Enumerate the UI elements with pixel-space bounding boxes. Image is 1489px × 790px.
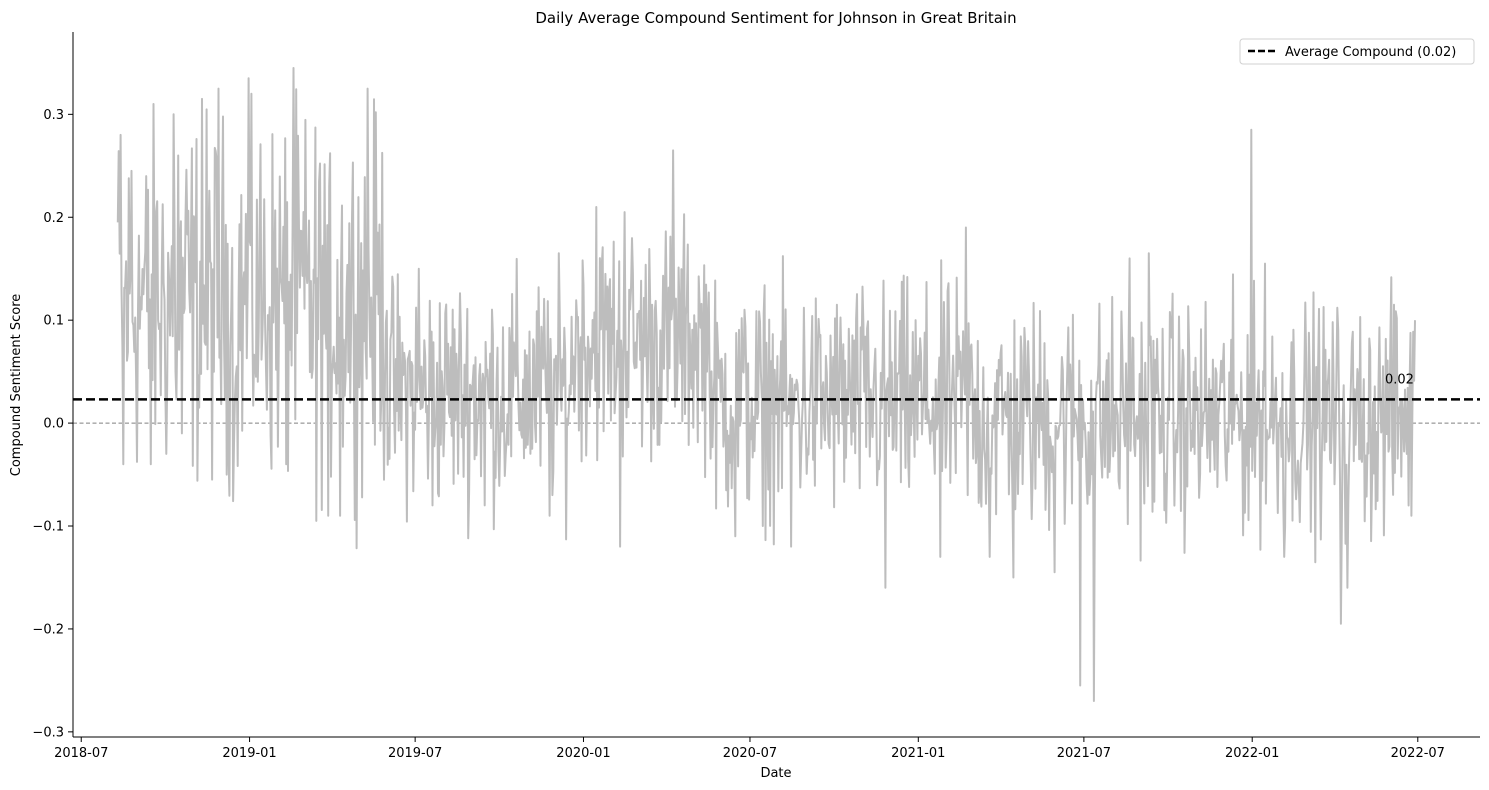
y-axis-ticks: −0.3 −0.2 −0.1 0.0 0.1 0.2 0.3 (32, 108, 73, 740)
x-tick-label: 2020-01 (556, 746, 610, 761)
y-tick-label: 0.0 (43, 417, 64, 432)
y-tick-label: −0.3 (32, 725, 64, 740)
x-tick-label: 2019-07 (388, 746, 442, 761)
sentiment-series-line (116, 67, 1416, 702)
y-tick-label: −0.1 (32, 520, 64, 535)
y-tick-label: 0.1 (43, 314, 64, 329)
x-tick-label: 2021-01 (891, 746, 945, 761)
x-axis-ticks: 2018-07 2019-01 2019-07 2020-01 2020-07 2021-… (54, 737, 1445, 761)
x-tick-label: 2021-07 (1057, 746, 1111, 761)
plot-area (73, 67, 1480, 702)
y-tick-label: −0.2 (32, 622, 64, 637)
legend-box (1239, 38, 1475, 65)
x-tick-label: 2020-07 (723, 746, 777, 761)
x-axis-label: Date (760, 766, 791, 781)
x-tick-label: 2018-07 (54, 746, 108, 761)
y-tick-label: 0.3 (43, 108, 64, 123)
x-tick-label: 2019-01 (222, 746, 276, 761)
average-annotation: 0.02 (1385, 372, 1414, 387)
x-tick-label: 2022-07 (1391, 746, 1445, 761)
chart-title: Daily Average Compound Sentiment for Joh… (535, 9, 1016, 27)
y-axis-label: Compound Sentiment Score (9, 294, 24, 477)
legend: Average Compound (0.02) (1239, 38, 1475, 65)
y-tick-label: 0.2 (43, 211, 64, 226)
legend-entry-average: Average Compound (0.02) (1285, 45, 1456, 60)
x-tick-label: 2022-01 (1225, 746, 1279, 761)
